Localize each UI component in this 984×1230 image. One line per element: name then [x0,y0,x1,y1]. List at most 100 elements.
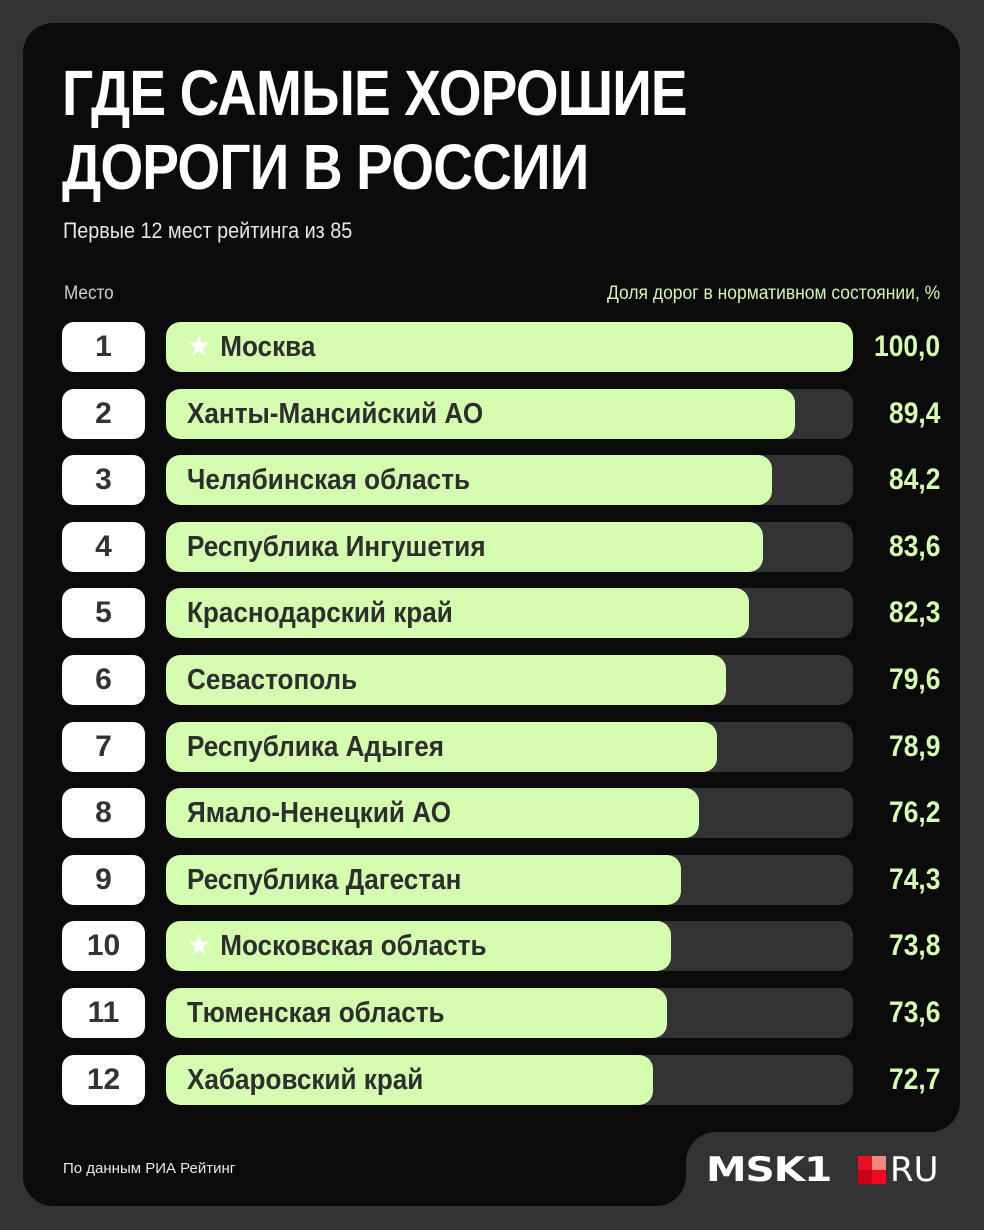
bar-fill [166,654,726,705]
region-label: ★ Московская область [187,921,487,971]
ranking-row: 12 Хабаровский край 72,7 [62,1054,942,1105]
bar-fill [166,588,749,639]
ranking-row: 6 Севастополь 79,6 [62,654,942,705]
bar-track: Республика Ингушетия [166,521,853,572]
region-name: Ямало-Ненецкий АО [187,797,452,830]
card-notch-corner [656,1176,686,1206]
bar-fill [166,1054,653,1105]
bar-track: Севастополь [166,654,853,705]
value-label: 76,2 [888,796,940,830]
star-icon: ★ [187,330,212,363]
region-label: Ямало-Ненецкий АО [187,788,451,838]
card-notch-corner [930,1102,960,1132]
bar-track: Тюменская область [166,987,853,1038]
value-label: 78,9 [888,729,940,763]
ranking-row: 7 Республика Адыгея 78,9 [62,721,942,772]
bar-fill [166,455,772,506]
region-name: Хабаровский край [187,1063,424,1096]
value-label: 73,6 [888,995,940,1029]
title-line-2: ДОРОГИ В РОССИИ [62,131,589,203]
ranking-row: 2 Ханты-Мансийский АО 89,4 [62,388,942,439]
value-label: 83,6 [888,529,940,563]
region-name: Московская область [220,930,487,963]
rank-badge: 8 [62,788,145,839]
bar-fill [166,854,681,905]
region-label: Краснодарский край [187,588,453,638]
region-name: Республика Дагестан [187,863,462,896]
region-name: Тюменская область [187,996,445,1029]
region-label: Республика Адыгея [187,722,444,772]
bar-track: Хабаровский край [166,1054,853,1105]
region-label: Хабаровский край [187,1055,423,1105]
region-label: Челябинская область [187,455,470,505]
bar-fill [166,388,795,439]
region-label: Тюменская область [187,988,445,1038]
bar-track: Ямало-Ненецкий АО [166,788,853,839]
ranking-row: 3 Челябинская область 84,2 [62,455,942,506]
rank-badge: 12 [62,1054,145,1105]
value-label: 100,0 [873,330,940,363]
value-label: 73,8 [888,929,940,963]
logo-text-msk1: MSK1 [706,1150,832,1190]
ranking-row: 4 Республика Ингушетия 83,6 [62,521,942,572]
value-label: 74,3 [888,862,940,896]
title-line-1: ГДЕ САМЫЕ ХОРОШИЕ [62,57,688,129]
region-label: Республика Дагестан [187,855,461,905]
bar-fill [166,987,667,1038]
rank-badge: 6 [62,654,145,705]
bar-track: ★ Московская область [166,921,853,972]
ranking-row: 10 ★ Московская область 73,8 [62,921,942,972]
bar-track: Республика Адыгея [166,721,853,772]
region-label: ★ Москва [187,322,315,372]
bar-fill [166,788,699,839]
bar-fill [166,721,717,772]
rank-badge: 11 [62,987,145,1038]
ranking-row: 11 Тюменская область 73,6 [62,987,942,1038]
bar-track: Краснодарский край [166,588,853,639]
region-label: Ханты-Мансийский АО [187,389,483,439]
rank-column-label: Место [64,283,114,304]
chart-title: ГДЕ САМЫЕ ХОРОШИЕ ДОРОГИ В РОССИИ [62,56,688,204]
star-icon: ★ [187,929,212,963]
rank-badge: 3 [62,455,145,506]
value-label: 82,3 [888,596,940,630]
rank-badge: 5 [62,588,145,639]
region-name: Севастополь [187,663,358,696]
ranking-list: 1 ★ Москва 100,0 2 Ханты-Мансийский АО 89,4 3 Че… [62,322,942,1121]
logo-squares-icon [858,1156,886,1184]
ranking-row: 9 Республика Дагестан 74,3 [62,854,942,905]
value-label: 72,7 [888,1062,940,1096]
bar-fill [166,322,853,372]
bar-track: ★ Москва [166,322,853,372]
data-source: По данным РИА Рейтинг [63,1160,236,1177]
chart-subtitle: Первые 12 мест рейтинга из 85 [63,218,353,243]
region-name: Москва [220,331,316,363]
logo-notch [686,1132,984,1230]
region-label: Республика Ингушетия [187,522,486,572]
rank-badge: 2 [62,388,145,439]
region-name: Ханты-Мансийский АО [187,397,484,430]
ranking-row: 5 Краснодарский край 82,3 [62,588,942,639]
region-name: Краснодарский край [187,597,453,630]
bar-track: Республика Дагестан [166,854,853,905]
value-label: 89,4 [888,396,940,430]
region-name: Челябинская область [187,464,471,497]
region-name: Республика Адыгея [187,730,444,763]
rank-badge: 9 [62,854,145,905]
ranking-row: 1 ★ Москва 100,0 [62,322,942,372]
value-label: 79,6 [888,662,940,696]
bar-fill [166,921,671,972]
logo-text-ru: RU [890,1150,939,1190]
msk1-logo: MSK1 RU [706,1153,939,1187]
value-label: 84,2 [888,463,940,497]
rank-badge: 1 [62,322,145,372]
rank-badge: 4 [62,521,145,572]
rank-badge: 10 [62,921,145,972]
bar-track: Челябинская область [166,455,853,506]
bar-track: Ханты-Мансийский АО [166,388,853,439]
value-column-label: Доля дорог в нормативном состоянии, % [606,283,940,304]
region-name: Республика Ингушетия [187,530,486,563]
rank-badge: 7 [62,721,145,772]
region-label: Севастополь [187,655,357,705]
bar-fill [166,521,763,572]
